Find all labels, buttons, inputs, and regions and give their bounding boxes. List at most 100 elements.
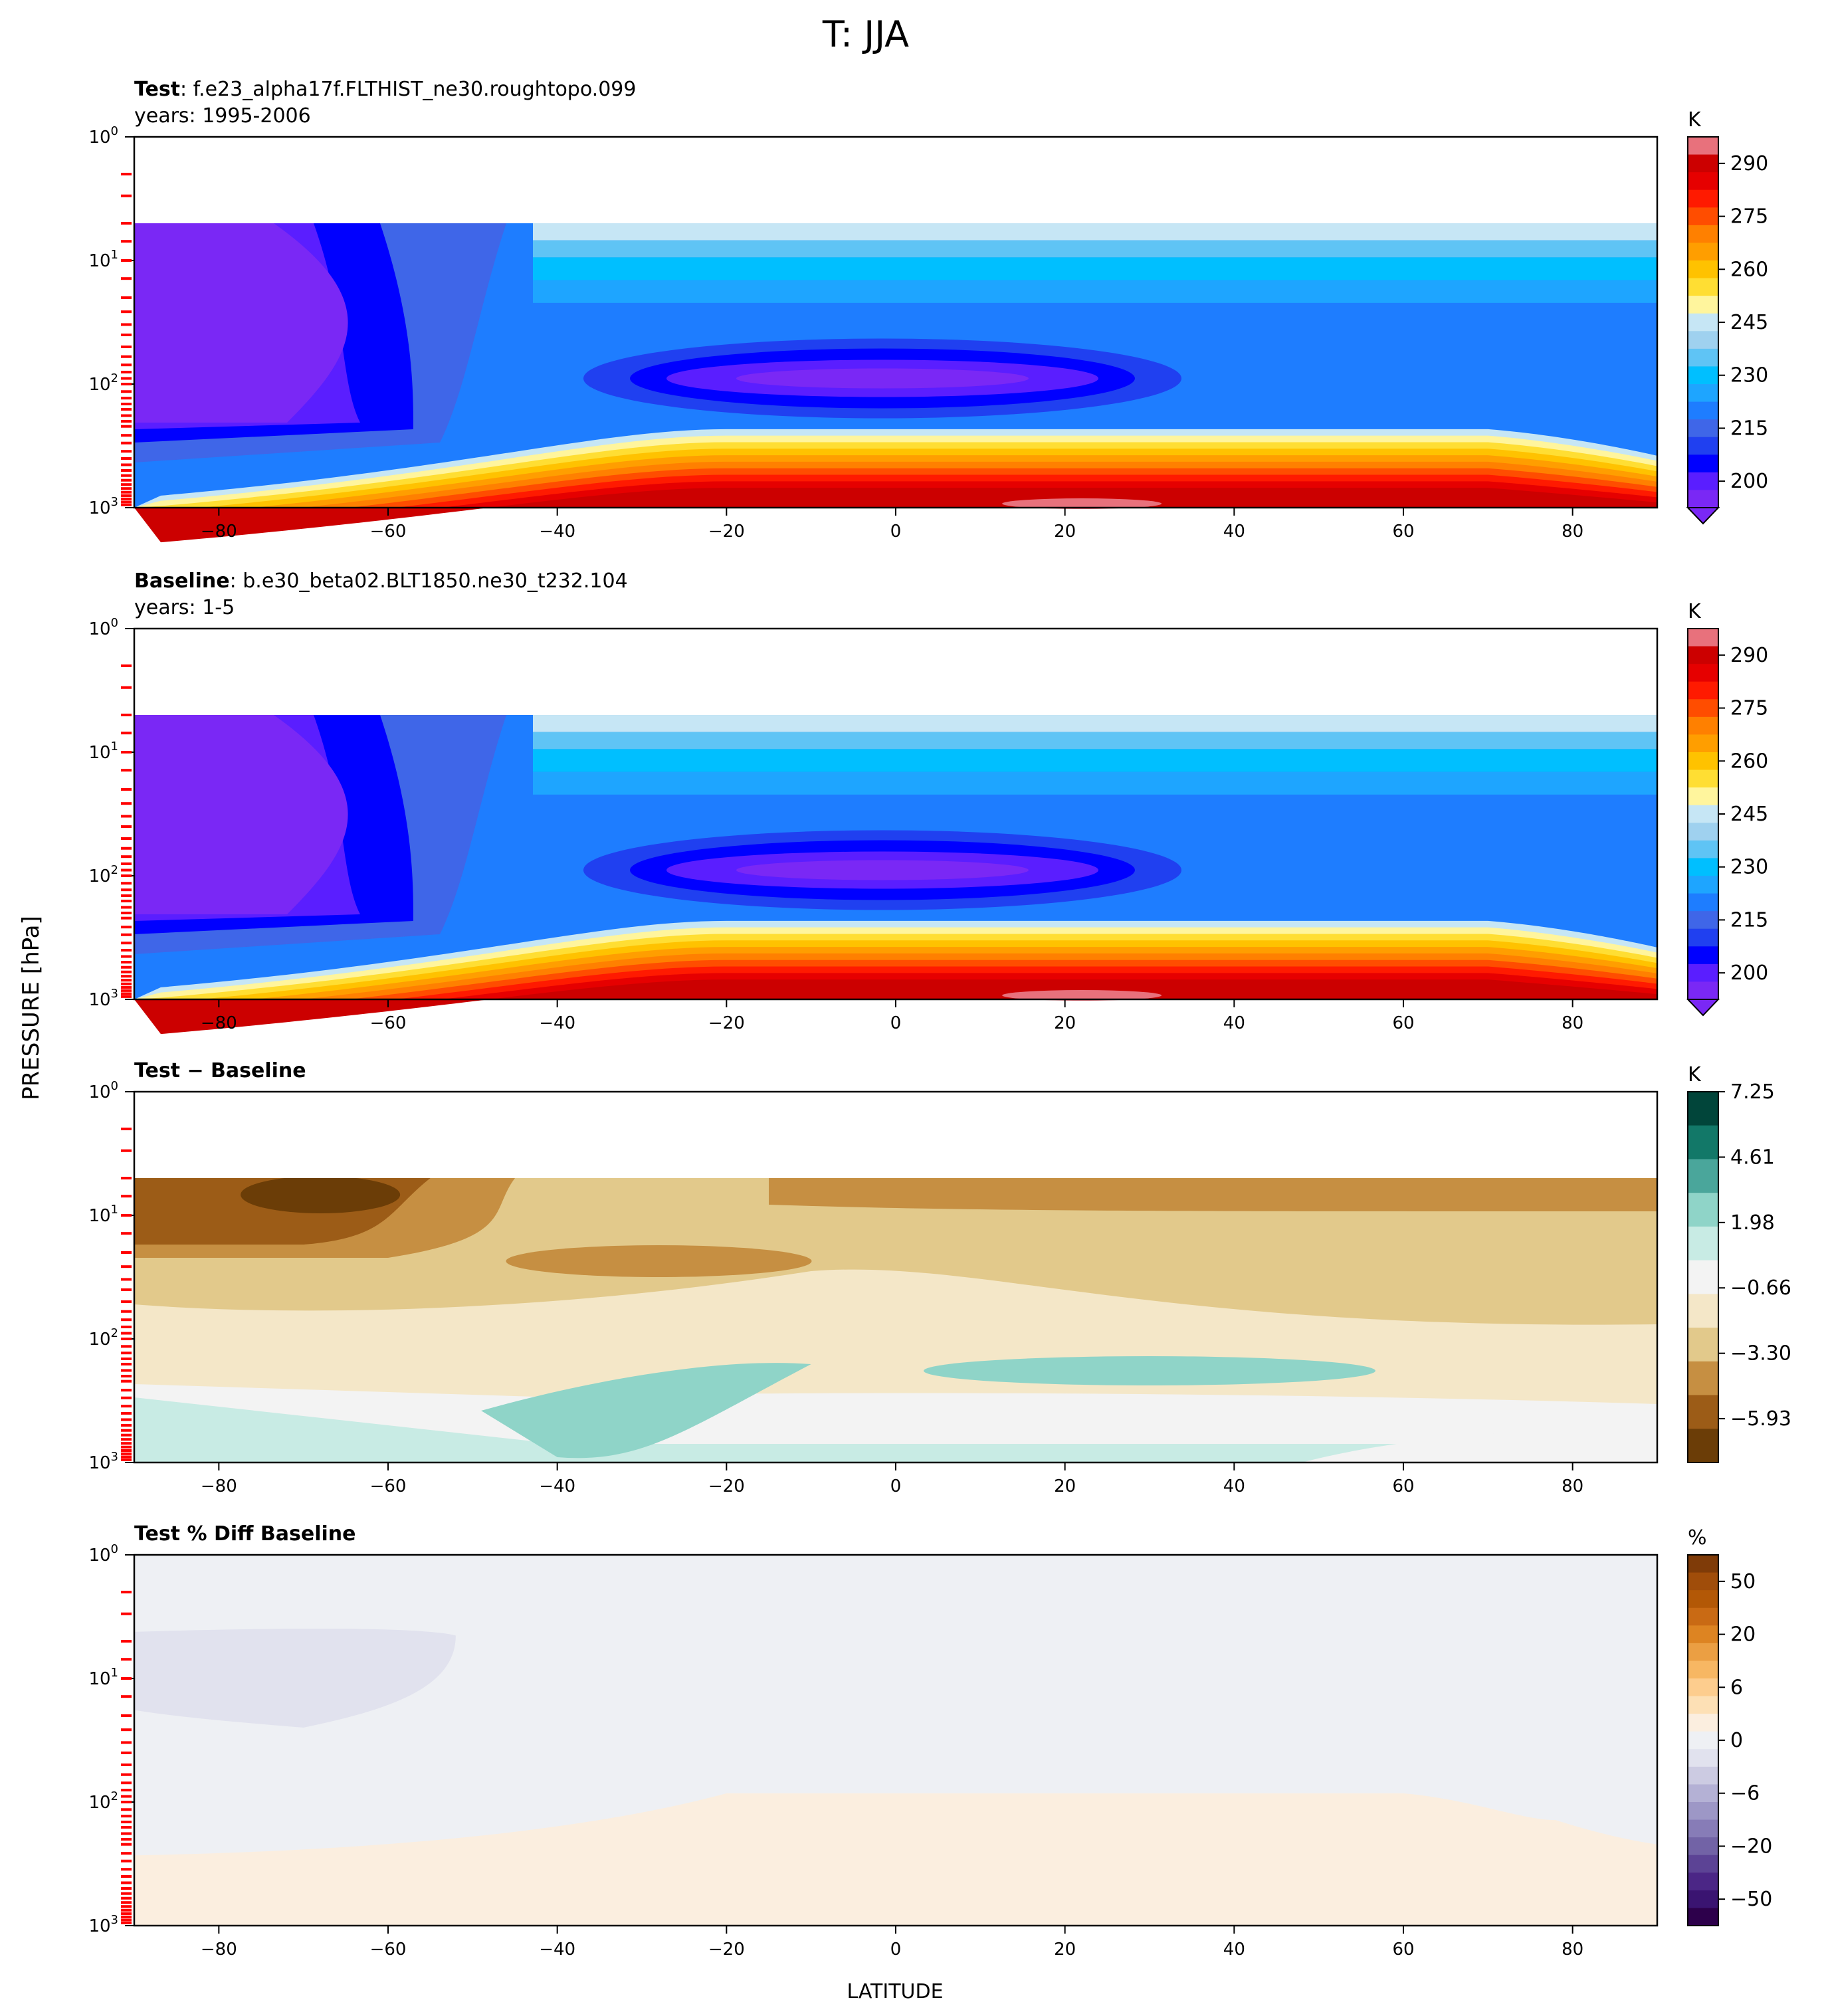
colorbar-swatch	[1688, 1731, 1718, 1750]
y-tick-exponent: 0	[111, 1542, 118, 1556]
colorbar-tick-label: −50	[1730, 1888, 1772, 1911]
colorbar-swatch	[1688, 1607, 1718, 1626]
field-band	[533, 240, 1657, 258]
field-ellipse	[1002, 990, 1162, 1001]
colorbar-swatch	[1688, 681, 1718, 700]
x-tick-label: −40	[539, 1940, 575, 1960]
colorbar-swatch	[1688, 1855, 1718, 1873]
y-tick-exponent: 2	[111, 863, 118, 877]
colorbar-swatch	[1688, 1092, 1718, 1126]
colorbar-tick-label: 245	[1730, 311, 1768, 334]
colorbar-unit: K	[1688, 600, 1702, 623]
y-tick-exponent: 0	[111, 124, 118, 138]
x-tick-label: 0	[890, 522, 902, 542]
colorbar-frame	[1687, 1091, 1719, 1463]
colorbar-swatch	[1688, 384, 1718, 403]
field-region	[134, 223, 348, 423]
colorbar-swatch	[1688, 348, 1718, 367]
colorbar-swatch	[1688, 1625, 1718, 1644]
colorbar-swatch	[1688, 946, 1718, 965]
colorbar-swatch	[1688, 1661, 1718, 1679]
y-tick-base: 10	[88, 1669, 110, 1689]
colorbar-swatch	[1688, 1125, 1718, 1159]
colorbar-swatch	[1688, 858, 1718, 876]
colorbar-swatch	[1688, 629, 1718, 647]
field-band	[533, 257, 1657, 280]
colorbar-swatch	[1688, 699, 1718, 718]
colorbar-swatch	[1688, 928, 1718, 947]
colorbar-unit: %	[1688, 1526, 1707, 1550]
x-axis-label: LATITUDE	[847, 1980, 943, 2003]
colorbar-tick-label: 7.25	[1730, 1080, 1775, 1104]
y-tick-base: 10	[88, 1453, 110, 1473]
x-tick-label: −60	[370, 522, 407, 542]
x-tick-label: −80	[201, 522, 237, 542]
x-tick-label: −20	[708, 522, 745, 542]
field-missing-region	[134, 629, 1657, 716]
y-tick-base: 10	[88, 1916, 110, 1936]
colorbar-swatch	[1688, 1590, 1718, 1609]
colorbar-tick-label: 6	[1730, 1676, 1743, 1699]
colorbar-swatch	[1688, 472, 1718, 490]
y-tick-base: 10	[88, 375, 110, 395]
colorbar-swatch	[1688, 1749, 1718, 1767]
y-tick-base: 10	[88, 990, 110, 1010]
colorbar-tick-label: 230	[1730, 364, 1768, 387]
y-tick-base: 10	[88, 1082, 110, 1102]
colorbar-swatch	[1688, 437, 1718, 455]
x-tick-label: 0	[890, 1476, 902, 1496]
x-tick-label: −40	[539, 1476, 575, 1496]
field-region	[134, 1178, 1657, 1325]
colorbar-swatch	[1688, 225, 1718, 243]
x-tick-label: −20	[708, 1940, 745, 1960]
colorbar-swatch	[1688, 646, 1718, 664]
colorbar-swatch	[1688, 840, 1718, 858]
x-tick-label: −80	[201, 1013, 237, 1033]
x-tick-label: −20	[708, 1476, 745, 1496]
y-tick-base: 10	[88, 498, 110, 518]
panel-title-bold: Test	[134, 78, 180, 101]
panel-title-rest: : b.e30_beta02.BLT1850.ne30_t232.104	[230, 569, 628, 593]
colorbar-tick-label: 200	[1730, 470, 1768, 493]
colorbar-swatch	[1688, 366, 1718, 385]
colorbar-swatch	[1688, 787, 1718, 806]
y-tick-base: 10	[88, 251, 110, 271]
colorbar-swatch	[1688, 1908, 1718, 1926]
field-region	[134, 715, 348, 915]
colorbar-tick-label: −20	[1730, 1835, 1772, 1858]
figure-suptitle: T: JJA	[822, 13, 909, 55]
colorbar-swatch	[1688, 1766, 1718, 1785]
y-tick-exponent: 3	[111, 1913, 118, 1927]
field-missing-region	[134, 1092, 1657, 1179]
colorbar-swatch	[1688, 1819, 1718, 1838]
colorbar-swatch	[1688, 911, 1718, 930]
y-tick-label: 101	[88, 1203, 118, 1226]
y-tick-exponent: 2	[111, 371, 118, 385]
colorbar-swatch	[1688, 823, 1718, 841]
panel-title: Test: f.e23_alpha17f.FLTHIST_ne30.rought…	[134, 78, 636, 101]
x-tick-label: −60	[370, 1013, 407, 1033]
field-ellipse	[506, 1245, 812, 1278]
field-ellipse	[736, 860, 1029, 880]
colorbar-tick-label: 0	[1730, 1729, 1743, 1752]
colorbar-swatch	[1688, 1328, 1718, 1362]
field-ellipse	[736, 368, 1029, 389]
field-region	[134, 1793, 1657, 1926]
x-tick-label: 80	[1562, 1476, 1583, 1496]
x-tick-label: 40	[1223, 1476, 1245, 1496]
colorbar-tick-label: 20	[1730, 1623, 1756, 1647]
colorbar-swatch	[1688, 1643, 1718, 1661]
chart-panel: Test − Baseline−80 −60 −40 −20 0 20 40 60 801001…	[88, 1059, 1791, 1496]
colorbar-tick-label: 290	[1730, 644, 1768, 667]
y-tick-label: 102	[88, 371, 118, 395]
colorbar-swatch	[1688, 296, 1718, 314]
colorbar-swatch	[1688, 260, 1718, 279]
colorbar-swatch	[1688, 716, 1718, 735]
field-region	[481, 1363, 811, 1459]
colorbar-swatch	[1688, 419, 1718, 438]
x-tick-label: −80	[201, 1476, 237, 1496]
colorbar-swatch	[1688, 137, 1718, 155]
colorbar-tick-label: 275	[1730, 697, 1768, 720]
field-band	[533, 280, 1657, 303]
